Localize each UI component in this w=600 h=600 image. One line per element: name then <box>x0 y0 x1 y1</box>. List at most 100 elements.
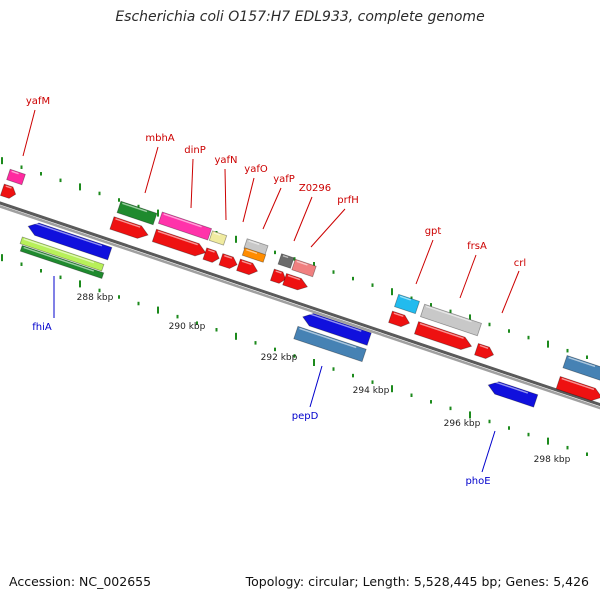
cds-arrow-frsA-highlight <box>419 322 464 339</box>
gene-label-dinP: dinP <box>184 145 206 156</box>
gene-bar-dinP-highlight <box>163 213 202 228</box>
gene-bar-frsA-shape <box>419 303 483 337</box>
gene-label-yafM: yafM <box>26 96 50 107</box>
cds-arrow-crl-2 <box>555 376 600 402</box>
cds-arrow-crl <box>474 342 495 359</box>
gene-bar-yafO-highlight <box>248 240 260 246</box>
gene-bar-frsA <box>419 303 483 337</box>
leader-line-Z0296 <box>293 196 313 242</box>
cds-arrow-crl-2-highlight <box>561 377 595 391</box>
gene-label-gpt: gpt <box>425 226 442 237</box>
map-title: Escherichia coli O157:H7 EDL933, complet… <box>115 9 485 25</box>
backbone-line <box>0 201 600 407</box>
gene-label-yafP: yafP <box>273 174 295 185</box>
gene-bar-gpt-shape <box>393 293 421 315</box>
cds-arrow-yafP <box>236 258 259 276</box>
gene-bar-Z0296-highlight <box>296 260 308 266</box>
cds-arrow-prfH <box>282 272 309 291</box>
cds-arrow-yafP-highlight <box>241 260 252 266</box>
leader-line-yafP <box>262 187 282 230</box>
gene-bar-yafN <box>208 230 228 246</box>
leader-line-prfH <box>310 208 346 248</box>
gene-label-frsA: frsA <box>467 241 487 252</box>
gene-label-crl: crl <box>514 258 526 269</box>
gene-bar-pepD-2-shape <box>293 325 367 363</box>
cds-arrow-yafM-highlight <box>5 185 12 189</box>
gene-bar-pepD <box>302 312 372 346</box>
gene-bar-frsA-highlight <box>425 305 472 323</box>
cds-arrow-mbhA-shape <box>109 216 149 239</box>
gene-bar-yafM-shape <box>6 168 26 186</box>
leader-line-phoE <box>481 430 496 473</box>
cds-arrow-prfH-shape <box>282 272 309 291</box>
gene-label-Z0296: Z0296 <box>299 183 331 194</box>
cds-arrow-dinP-shape <box>151 228 207 257</box>
cds-arrow-gpt-highlight <box>393 312 404 318</box>
gene-label-phoE: phoE <box>465 476 490 487</box>
gene-label-mbhA: mbhA <box>145 133 174 144</box>
gene-bar-fhiA-dark-highlight <box>23 246 94 272</box>
gene-bar-phoE <box>487 380 539 408</box>
cds-arrow-yafM <box>0 183 17 199</box>
gene-label-yafO: yafO <box>244 164 268 175</box>
scale-label: 288 kbp <box>77 293 114 303</box>
leader-line-yafO <box>242 177 255 223</box>
cds-arrow-mbhA-highlight <box>115 218 141 228</box>
gene-bar-dinP <box>157 211 213 241</box>
leader-line-pepD <box>309 365 323 408</box>
gene-bar-dinP-shape <box>157 211 213 241</box>
gene-bar-yafM-highlight <box>11 170 19 175</box>
scale-label: 294 kbp <box>353 386 390 396</box>
cds-arrow-yafN-highlight <box>207 249 215 253</box>
gene-bar-fhiA-dark <box>19 244 105 280</box>
gene-bar-yafP <box>277 253 295 269</box>
genome-summary-text: Topology: circular; Length: 5,528,445 bp… <box>245 574 589 589</box>
cds-arrow-frsA <box>413 321 473 350</box>
gene-bar-Z0296-shape <box>291 258 317 278</box>
gene-bar-fhiA-green <box>19 236 105 272</box>
gene-bar-fhiA <box>27 221 113 261</box>
cds-arrow-yafN <box>202 247 220 263</box>
gene-bar-yafN-shape <box>208 230 228 246</box>
leader-line-gpt <box>415 239 434 285</box>
gene-label-yafN: yafN <box>214 155 237 166</box>
gene-label-fhiA: fhiA <box>32 322 52 333</box>
cds-arrow-crl-2-shape <box>555 376 600 402</box>
leader-line-dinP <box>190 158 194 209</box>
gene-label-prfH: prfH <box>337 195 359 206</box>
leader-line-mbhA <box>144 146 159 194</box>
scale-label: 296 kbp <box>444 419 481 429</box>
cds-arrow-yafO-highlight <box>224 255 233 259</box>
cds-arrow-gpt <box>388 310 411 328</box>
gene-bar-yafO-2 <box>241 247 267 263</box>
gene-bar-yafM <box>6 168 26 186</box>
gene-bar-pepD-2-highlight <box>299 327 357 349</box>
cds-arrow-crl-highlight <box>479 344 489 349</box>
gene-bar-crl-highlight <box>568 356 596 368</box>
gene-bar-yafN-highlight <box>213 232 221 236</box>
gene-bar-yafP-highlight <box>282 255 289 259</box>
gene-bar-phoE-shape <box>487 381 539 408</box>
gene-bar-pepD-2 <box>293 325 367 363</box>
accession-text: Accession: NC_002655 <box>9 574 152 589</box>
leader-line-yafN <box>224 168 227 221</box>
cds-arrow-mbhA <box>109 216 149 239</box>
backbone-line-shadow <box>0 205 600 410</box>
cds-arrow-prfH-highlight <box>287 274 301 281</box>
cds-arrow-yafO <box>218 253 238 269</box>
leader-line-crl <box>501 270 520 314</box>
gene-bar-pepD-highlight <box>306 312 362 332</box>
gene-bar-mbhA <box>116 200 158 226</box>
gene-bar-mbhA-shape <box>116 200 158 226</box>
gene-bar-yafO-2-shape <box>241 247 267 263</box>
gene-bar-yafP-shape <box>277 253 295 269</box>
cds-arrow-Z0296-shape <box>269 268 287 284</box>
gene-bar-yafO-2-highlight <box>246 249 258 255</box>
gene-bar-crl <box>562 354 600 382</box>
gene-bar-fhiA-green-highlight <box>23 238 95 264</box>
cds-arrow-yafM-shape <box>0 183 17 199</box>
gene-bar-Z0296 <box>291 258 317 278</box>
cds-arrow-dinP <box>151 228 207 257</box>
cds-arrow-yafP-shape <box>236 258 259 276</box>
